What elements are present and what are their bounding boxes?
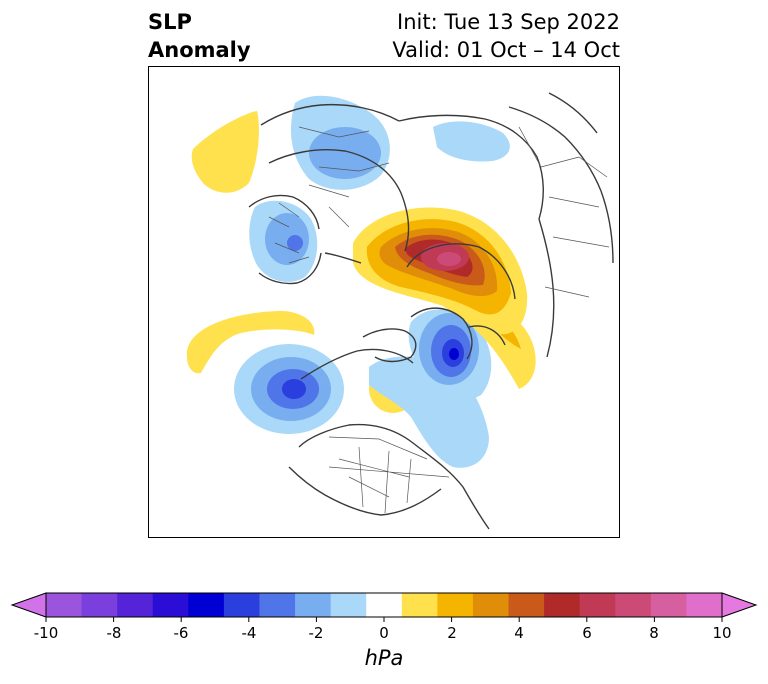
colorbar-swatch bbox=[117, 593, 154, 617]
colorbar-swatch bbox=[544, 593, 581, 617]
colorbar-tick-label: -10 bbox=[33, 624, 59, 642]
colorbar-extend-high bbox=[721, 592, 758, 618]
mid-atlantic-high bbox=[191, 111, 259, 193]
colorbar-tick-label: -8 bbox=[106, 624, 122, 642]
coastlines bbox=[248, 92, 614, 530]
colorbar-tick-label: -2 bbox=[308, 624, 324, 642]
left-edge-gap bbox=[149, 283, 155, 319]
colorbar-swatch bbox=[46, 593, 83, 617]
colorbar-unit-label: hPa bbox=[364, 646, 404, 670]
valid-range: Valid: 01 Oct – 14 Oct bbox=[392, 38, 620, 62]
colorbar-swatch bbox=[259, 593, 296, 617]
colorbar-swatch bbox=[579, 593, 616, 617]
country-borders bbox=[268, 126, 610, 514]
colorbar-swatch bbox=[472, 593, 510, 617]
colorbar-swatch bbox=[330, 593, 367, 617]
pacific-high-arc bbox=[186, 310, 315, 374]
colorbar-tick-label: 2 bbox=[447, 624, 457, 642]
colorbar-swatch bbox=[81, 593, 118, 617]
colorbar-swatch bbox=[650, 593, 687, 617]
init-date: Init: Tue 13 Sep 2022 bbox=[397, 10, 620, 34]
siberia-low bbox=[433, 121, 510, 162]
colorbar-swatch bbox=[366, 593, 403, 617]
colorbar-tick-label: -6 bbox=[173, 624, 189, 642]
colorbar-tick-label: 0 bbox=[379, 624, 389, 642]
colorbar-swatch bbox=[152, 593, 189, 617]
colorbar-swatch bbox=[686, 593, 723, 617]
map-canvas bbox=[149, 92, 614, 530]
colorbar-tick-label: 10 bbox=[712, 624, 732, 642]
colorbar-swatch bbox=[437, 593, 474, 617]
colorbar bbox=[10, 592, 758, 622]
colorbar-swatch bbox=[508, 593, 545, 617]
map-title: SLP Anomaly bbox=[148, 8, 251, 64]
colorbar-swatch bbox=[188, 593, 225, 617]
northern-europe-low bbox=[290, 95, 390, 190]
title-line-2: Anomaly bbox=[148, 38, 251, 62]
colorbar-tick-label: -4 bbox=[241, 624, 257, 642]
colorbar-swatch bbox=[401, 593, 438, 617]
colorbar-swatch bbox=[295, 593, 332, 617]
colorbar-tick-label: 4 bbox=[514, 624, 524, 642]
north-pacific-low bbox=[234, 344, 344, 434]
title-line-1: SLP bbox=[148, 10, 192, 34]
colorbar-swatch bbox=[223, 593, 260, 617]
anomaly-map bbox=[148, 66, 620, 538]
colorbar-swatch bbox=[615, 593, 652, 617]
western-europe-low bbox=[249, 200, 318, 282]
forecast-info: Init: Tue 13 Sep 2022 Valid: 01 Oct – 14… bbox=[392, 8, 620, 64]
colorbar-tick-label: 6 bbox=[582, 624, 592, 642]
colorbar-extend-low bbox=[10, 592, 47, 618]
colorbar-tick-label: 8 bbox=[649, 624, 659, 642]
kara-sea-high bbox=[353, 207, 528, 335]
